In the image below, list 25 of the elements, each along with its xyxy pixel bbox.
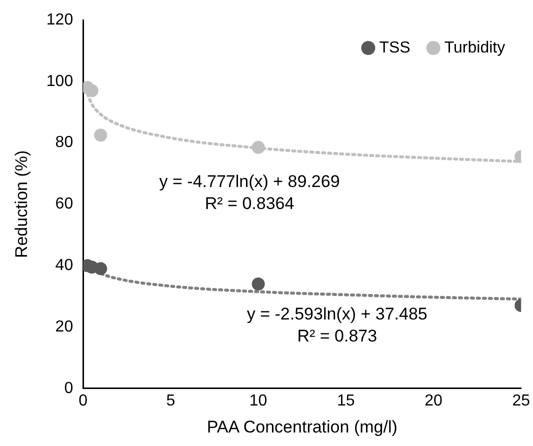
legend-label: TSS xyxy=(379,39,410,56)
annotation: y = -4.777ln(x) + 89.269 xyxy=(159,172,340,191)
x-axis-title: PAA Concentration (mg/l) xyxy=(206,417,398,436)
x-tick-label: 0 xyxy=(78,392,88,410)
y-tick-label: 0 xyxy=(64,380,74,397)
y-tick-label: 120 xyxy=(46,11,74,28)
y-tick-label: 60 xyxy=(55,196,74,213)
annotation: y = -2.593ln(x) + 37.485 xyxy=(246,304,428,324)
x-tick-label: 25 xyxy=(512,392,530,410)
x-tick-label: 10 xyxy=(249,392,268,410)
y-tick-label: 80 xyxy=(55,134,74,152)
y-axis-title: Reduction (%) xyxy=(12,150,31,258)
legend-label: Turbidity xyxy=(444,39,506,56)
y-tick-label: 40 xyxy=(55,257,74,274)
y-tick-label: 20 xyxy=(55,318,74,336)
point xyxy=(252,140,265,154)
point xyxy=(94,128,108,142)
y-tick-label: 100 xyxy=(46,72,74,90)
x-tick-label: 15 xyxy=(337,392,355,410)
annotation: R² = 0.873 xyxy=(297,326,378,346)
point xyxy=(252,278,265,291)
point xyxy=(94,262,108,276)
x-tick-label: 20 xyxy=(424,392,442,410)
annotation: R² = 0.8364 xyxy=(204,194,294,213)
x-tick-label: 5 xyxy=(166,392,176,410)
